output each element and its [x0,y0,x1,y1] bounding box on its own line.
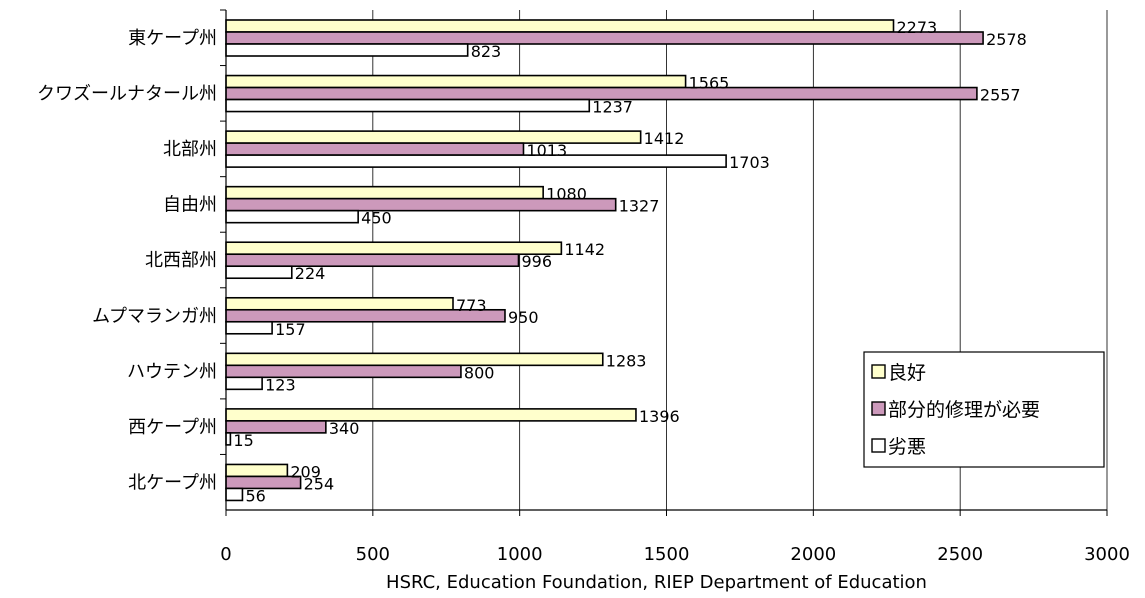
bar [225,209,359,224]
x-tick-label: 2000 [790,544,836,565]
bar [225,185,544,200]
data-label: 2557 [980,86,1021,105]
legend-box [863,351,1105,468]
category-label: ムプマランガ州 [92,306,217,327]
bar [225,43,469,57]
legend-label: 部分的修理が必要 [888,399,1040,421]
data-label: 1013 [526,141,567,160]
legend-label: 良好 [888,362,926,384]
bar [225,352,604,367]
bar [225,130,642,144]
data-label: 123 [265,375,296,394]
data-label: 450 [361,209,392,228]
data-label: 157 [275,320,306,339]
data-label: 1283 [606,351,647,370]
bar [225,364,462,379]
data-label: 800 [464,363,495,382]
bar [225,19,895,33]
category-label: クワズールナタール州 [37,84,217,105]
legend-swatch [871,401,886,416]
bar [225,241,563,256]
data-label: 1412 [644,129,685,148]
legend-swatch [871,438,886,453]
data-label: 2273 [897,18,938,37]
data-label: 224 [295,264,326,283]
bar [225,432,232,446]
legend-label: 劣悪 [888,436,926,458]
bar [225,98,591,113]
data-label: 340 [329,419,360,438]
data-label: 1080 [546,185,587,204]
category-label: 自由州 [163,195,217,216]
data-label: 1396 [639,407,680,426]
category-label: 北ケープ州 [128,472,217,493]
category-label: ハウテン州 [127,361,217,382]
category-label: 東ケープ州 [128,28,217,49]
x-tick-label: 2500 [937,544,983,565]
bar [225,31,984,45]
bar [225,296,454,311]
bar [225,142,525,156]
data-label: 1327 [619,197,660,216]
category-label: 西ケープ州 [128,417,217,438]
data-label: 1142 [564,240,605,259]
data-label: 1565 [689,74,730,93]
category-label: 北部州 [163,139,217,160]
bar [225,74,687,89]
category-label: 北西部州 [145,250,217,271]
data-label: 950 [508,308,539,327]
bar [225,408,637,422]
bar [225,376,263,391]
bar [225,487,244,502]
bar [225,463,289,478]
data-label: 56 [245,486,265,505]
legend-swatch [871,364,886,379]
axes [220,9,1108,516]
data-label: 209 [290,462,321,481]
data-label: 2578 [986,30,1027,49]
x-tick-label: 0 [220,544,231,565]
x-tick-label: 1500 [644,544,690,565]
data-label: 1237 [592,98,633,117]
labels: 0 500 1000 1500 2000 2500 3000 HSRC, Education … [37,18,1130,593]
bar [225,320,273,335]
data-label: 1703 [729,153,770,172]
data-label: 996 [521,252,552,271]
x-axis-label: HSRC, Education Foundation, RIEP Departm… [386,572,927,593]
bar [225,154,727,168]
bar [225,265,293,280]
data-label: 15 [233,431,253,450]
data-label: 254 [304,474,335,493]
bar [225,253,520,268]
data-label: 773 [456,296,487,315]
x-tick-label: 1000 [497,544,543,565]
x-tick-label: 500 [356,544,390,565]
x-tick-label: 3000 [1084,544,1130,565]
data-label: 823 [471,42,502,61]
